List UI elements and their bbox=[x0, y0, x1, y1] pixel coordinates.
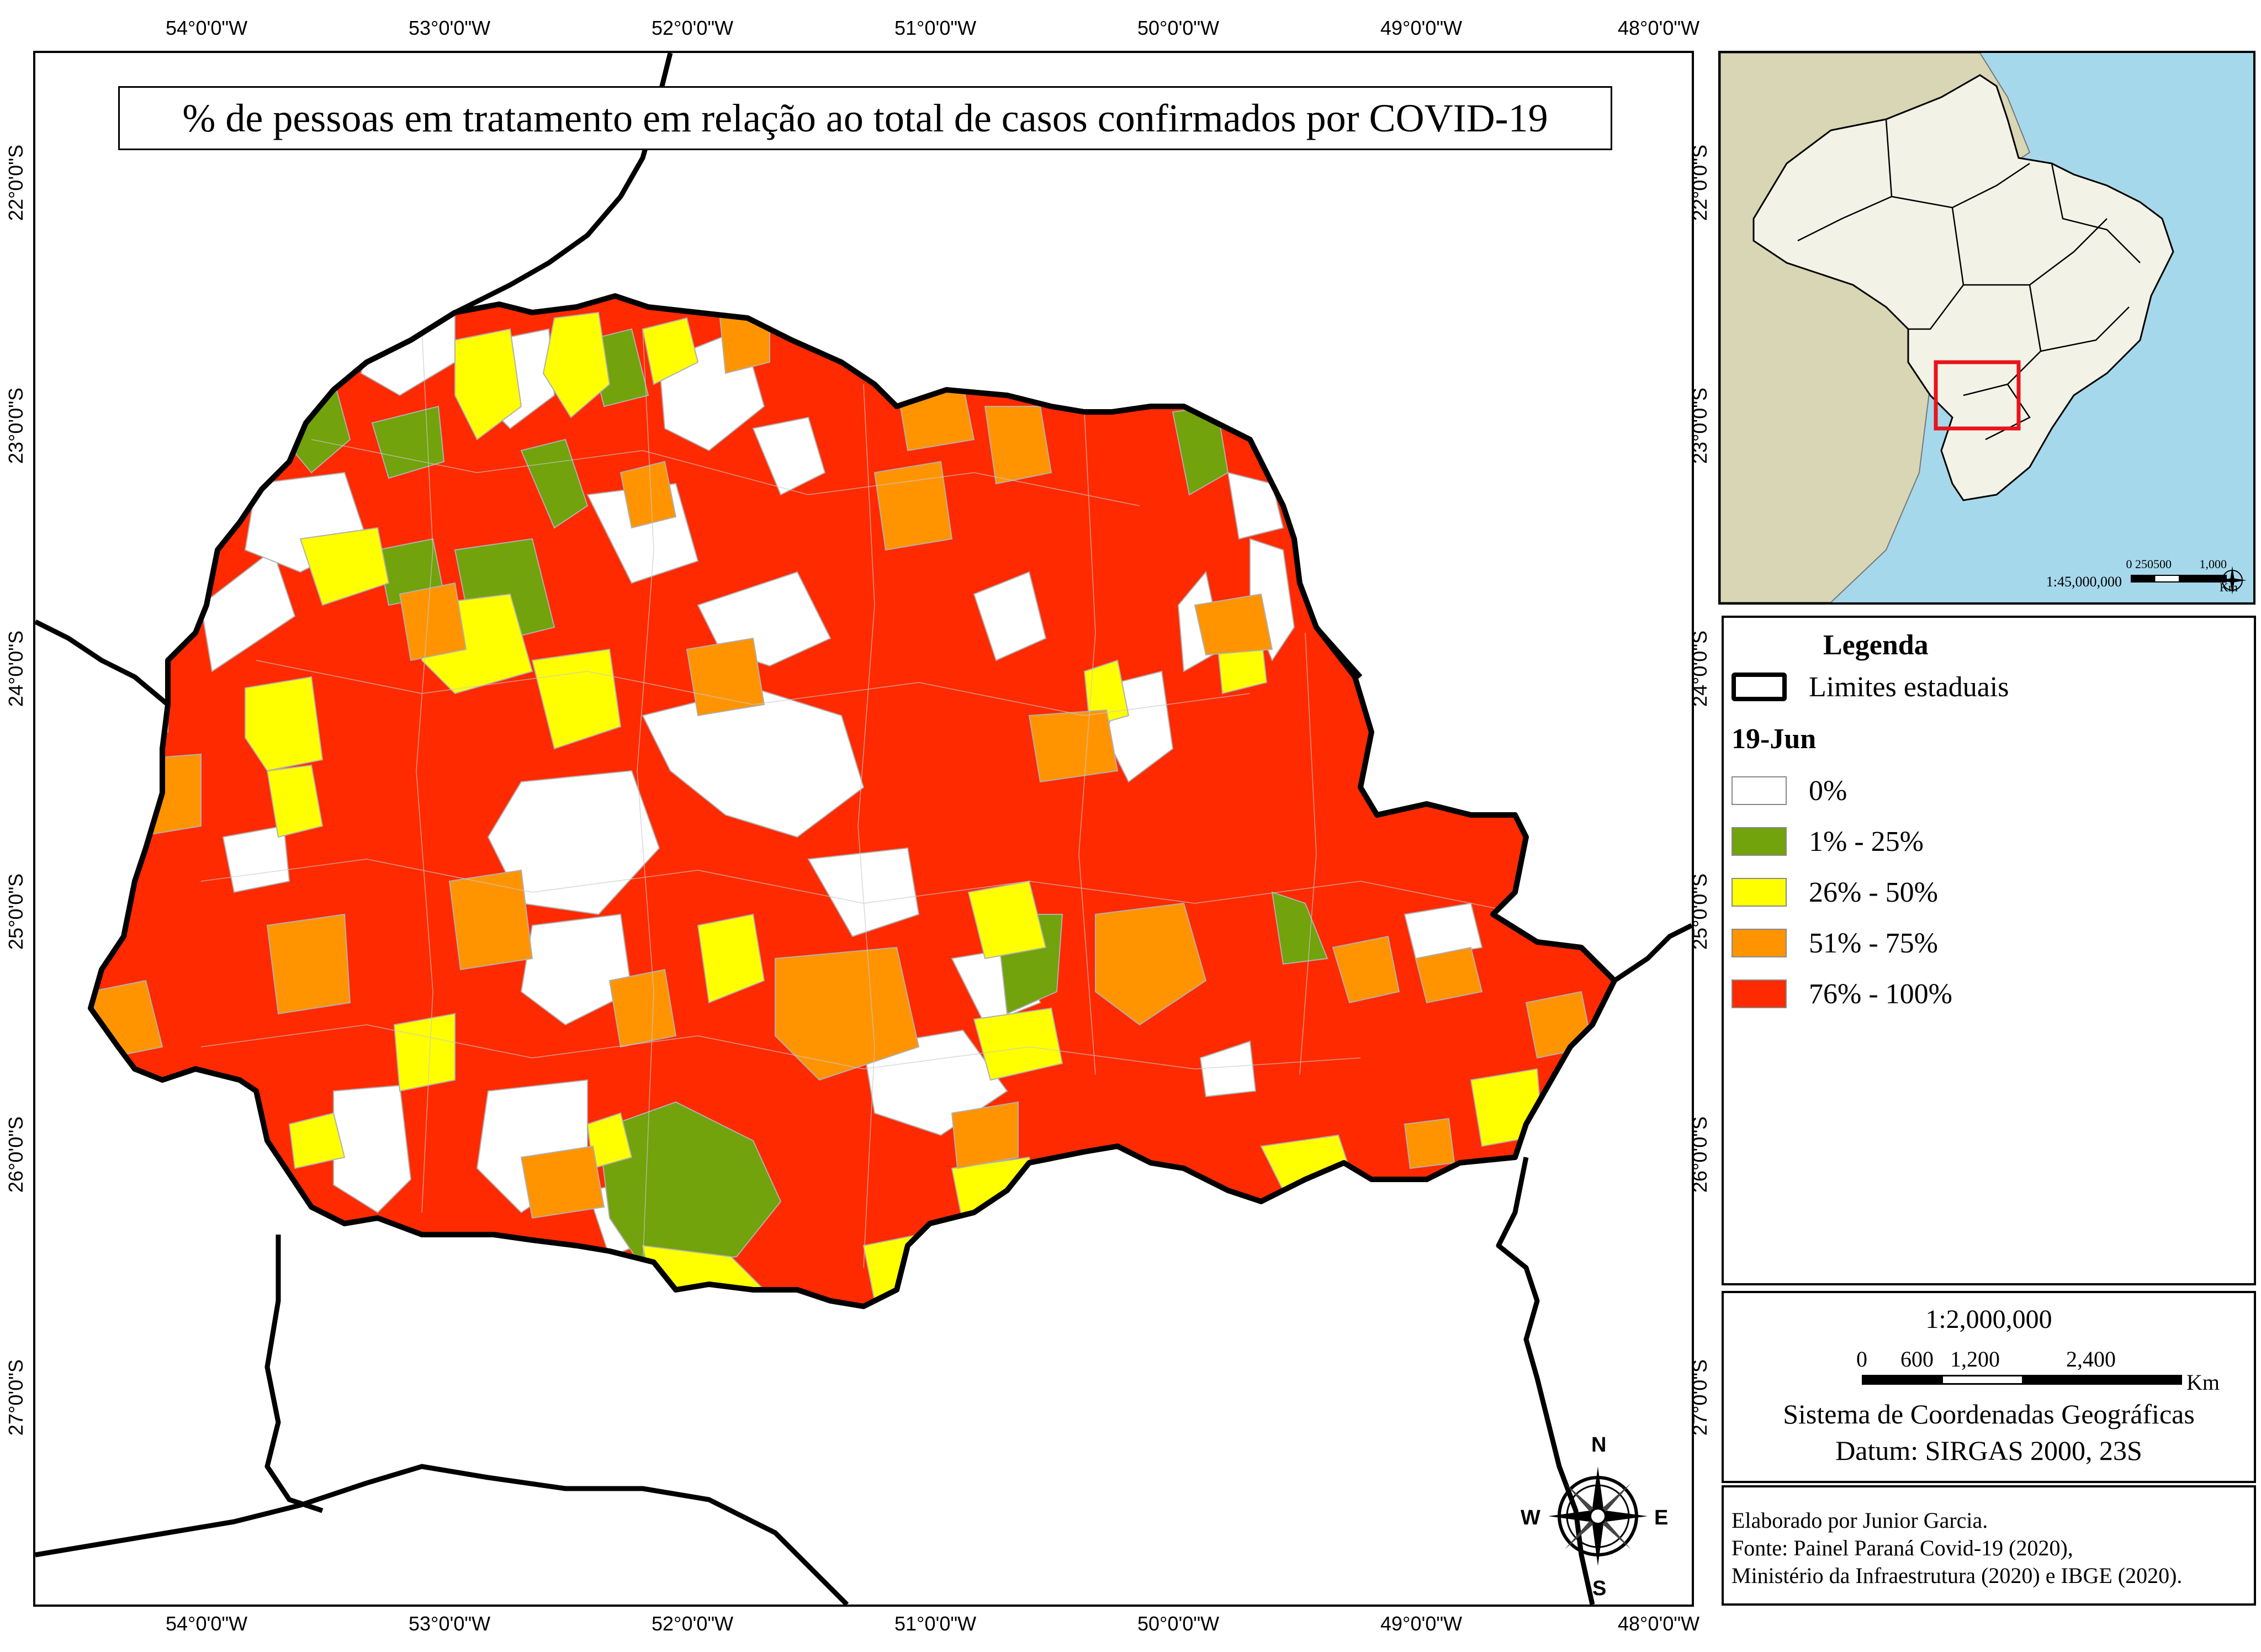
inset-scale-numbers: 0 250500 bbox=[2126, 557, 2172, 571]
main-map: % de pessoas em tratamento em relação ao… bbox=[33, 51, 1694, 1607]
lon-label-top: 54°0'0"W bbox=[166, 17, 248, 39]
compass-rose-icon bbox=[1548, 1466, 1648, 1566]
lat-label-left: 23°0'0"S bbox=[4, 387, 28, 464]
scale-number: 2,400 bbox=[2066, 1347, 2116, 1372]
coordinate-system: Sistema de Coordenadas Geográficas bbox=[1783, 1399, 2195, 1429]
study-area-highlight bbox=[1934, 360, 2021, 431]
lat-label-right: 23°0'0"S bbox=[1688, 387, 1712, 464]
legend-limits-row: Limites estaduais bbox=[1732, 668, 2009, 706]
state-limit-swatch bbox=[1732, 673, 1787, 701]
legend-class-row: 51% - 75% bbox=[1732, 924, 1938, 962]
lon-label-top: 50°0'0"W bbox=[1137, 17, 1220, 39]
legend-panel: Legenda Limites estaduais 19-Jun 0% 1% -… bbox=[1722, 616, 2256, 1285]
compass-e: E bbox=[1654, 1506, 1669, 1529]
parana-state-boundary bbox=[88, 293, 1617, 1309]
credit-source-2: Ministério da Infraestrutura (2020) e IB… bbox=[1732, 1563, 2183, 1588]
legend-date: 19-Jun bbox=[1732, 723, 1817, 755]
credit-source-1: Fonte: Painel Paraná Covid-19 (2020), bbox=[1732, 1535, 2073, 1560]
lat-label-left: 22°0'0"S bbox=[4, 144, 28, 221]
scale-ratio: 1:2,000,000 bbox=[1925, 1305, 2052, 1334]
legend-class-label: 0% bbox=[1809, 775, 1847, 807]
legend-class-label: 1% - 25% bbox=[1809, 825, 1924, 857]
compass-n: N bbox=[1591, 1433, 1607, 1457]
legend-limits-label: Limites estaduais bbox=[1809, 671, 2009, 703]
inset-scale-ratio: 1:45,000,000 bbox=[2046, 574, 2122, 590]
municipalities bbox=[91, 296, 1614, 1306]
legend-class-label: 76% - 100% bbox=[1809, 978, 1952, 1010]
legend-swatch-3 bbox=[1732, 929, 1787, 957]
lon-label-bottom: 52°0'0"W bbox=[652, 1612, 734, 1635]
scale-number: 1,200 bbox=[1950, 1347, 2000, 1372]
scale-number: 600 bbox=[1900, 1347, 1934, 1372]
legend-swatch-4 bbox=[1732, 979, 1787, 1008]
legend-class-label: 51% - 75% bbox=[1809, 927, 1938, 959]
scale-panel: 1:2,000,000 0 600 1,200 2,400 Km Sistema… bbox=[1722, 1291, 2256, 1483]
lon-label-top: 48°0'0"W bbox=[1618, 17, 1700, 39]
lon-label-top: 53°0'0"W bbox=[409, 17, 491, 39]
lon-label-bottom: 51°0'0"W bbox=[894, 1612, 977, 1635]
lon-label-bottom: 53°0'0"W bbox=[409, 1612, 491, 1635]
credit-author: Elaborado por Junior Garcia. bbox=[1732, 1508, 1988, 1533]
lat-label-right: 25°0'0"S bbox=[1688, 873, 1712, 950]
lon-label-top: 51°0'0"W bbox=[894, 17, 977, 39]
inset-scale-max: 1,000 bbox=[2199, 557, 2227, 571]
lat-label-left: 25°0'0"S bbox=[4, 873, 28, 950]
scale-unit: Km bbox=[2186, 1370, 2220, 1395]
scale-bar bbox=[1862, 1375, 2182, 1385]
lat-label-left: 24°0'0"S bbox=[4, 630, 28, 707]
map-title: % de pessoas em tratamento em relação ao… bbox=[118, 86, 1612, 150]
compass-w: W bbox=[1521, 1506, 1540, 1529]
scale-number: 0 bbox=[1856, 1347, 1867, 1372]
inset-location-map: 1:45,000,000 0 250500 1,000 Km bbox=[1718, 51, 2255, 605]
inset-compass-icon bbox=[2218, 566, 2247, 595]
lon-label-top: 49°0'0"W bbox=[1380, 17, 1463, 39]
lon-label-bottom: 49°0'0"W bbox=[1380, 1612, 1463, 1635]
legend-class-row: 0% bbox=[1732, 771, 1847, 810]
legend-swatch-0 bbox=[1732, 776, 1787, 805]
legend-class-row: 76% - 100% bbox=[1732, 975, 1952, 1013]
legend-class-label: 26% - 50% bbox=[1809, 876, 1938, 908]
datum: Datum: SIRGAS 2000, 23S bbox=[1835, 1435, 2142, 1466]
lat-label-left: 26°0'0"S bbox=[4, 1116, 28, 1193]
inset-scale-bar bbox=[2131, 575, 2227, 583]
lon-label-bottom: 50°0'0"W bbox=[1137, 1612, 1220, 1635]
legend-class-row: 26% - 50% bbox=[1732, 873, 1938, 912]
south-america-inset bbox=[1720, 53, 2174, 602]
lat-label-left: 27°0'0"S bbox=[4, 1359, 28, 1436]
legend-swatch-2 bbox=[1732, 878, 1787, 907]
legend-title: Legenda bbox=[1823, 629, 1929, 661]
lon-label-bottom: 48°0'0"W bbox=[1618, 1612, 1700, 1635]
credits-panel: Elaborado por Junior Garcia. Fonte: Pain… bbox=[1722, 1485, 2256, 1606]
compass-s: S bbox=[1592, 1577, 1607, 1600]
neighbor-state-borders bbox=[35, 53, 1692, 1605]
legend-swatch-1 bbox=[1732, 827, 1787, 856]
lon-label-bottom: 54°0'0"W bbox=[166, 1612, 248, 1635]
lat-label-right: 22°0'0"S bbox=[1688, 144, 1712, 221]
lat-label-right: 24°0'0"S bbox=[1688, 630, 1712, 707]
parana-choropleth bbox=[35, 53, 1692, 1605]
lat-label-right: 27°0'0"S bbox=[1688, 1359, 1712, 1436]
north-arrow: N S W E bbox=[1521, 1433, 1670, 1600]
lat-label-right: 26°0'0"S bbox=[1688, 1116, 1712, 1193]
legend-class-row: 1% - 25% bbox=[1732, 822, 1924, 861]
lon-label-top: 52°0'0"W bbox=[652, 17, 734, 39]
